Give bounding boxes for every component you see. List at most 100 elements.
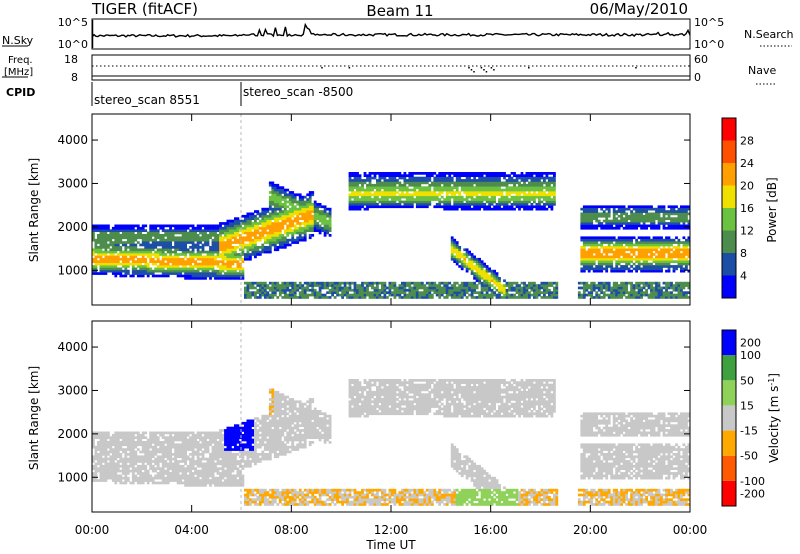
power-cell — [293, 205, 297, 209]
power-cell — [111, 241, 115, 244]
power-cell — [159, 274, 163, 278]
power-cell — [518, 284, 521, 287]
power-cell — [229, 260, 232, 263]
power-cell — [538, 174, 541, 177]
power-cell — [281, 296, 285, 299]
power-cell — [468, 267, 471, 271]
power-cell — [291, 229, 295, 232]
power-cell — [450, 296, 454, 299]
power-cell — [667, 269, 671, 273]
power-cell — [154, 238, 158, 242]
power-cell — [154, 267, 158, 271]
power-cell — [107, 257, 110, 261]
power-cell — [635, 255, 638, 259]
power-cell — [508, 176, 511, 180]
power-cell — [376, 198, 379, 201]
power-cell — [114, 255, 118, 259]
power-cell — [490, 288, 494, 292]
power-cell — [149, 234, 153, 237]
power-cell — [590, 241, 594, 244]
power-cell — [622, 238, 626, 242]
power-cell — [333, 291, 337, 294]
header-date: 06/May/2010 — [590, 0, 688, 18]
power-cell — [533, 195, 536, 199]
power-cell — [134, 262, 138, 266]
power-cell — [645, 293, 648, 297]
power-cell — [276, 191, 280, 194]
power-cell — [480, 291, 484, 294]
power-cell — [615, 281, 619, 285]
power-cell — [241, 269, 245, 273]
power-cell — [311, 291, 315, 294]
power-cell — [585, 224, 589, 228]
power-cell — [273, 286, 277, 290]
power-cell — [413, 291, 417, 294]
power-cell — [209, 231, 212, 235]
power-cell — [652, 238, 656, 242]
power-cell — [465, 207, 469, 211]
power-cell — [239, 269, 242, 273]
power-cell — [490, 277, 494, 280]
power-cell — [373, 203, 377, 206]
power-cell — [540, 296, 544, 299]
power-cell — [520, 291, 524, 294]
power-cell — [645, 269, 648, 273]
power-cell — [460, 288, 464, 292]
power-cell — [131, 267, 135, 271]
power-cell — [391, 291, 394, 294]
power-cell — [545, 291, 549, 294]
power-cell — [276, 222, 280, 225]
power-cell — [371, 203, 374, 206]
power-cell — [528, 183, 531, 187]
power-cell — [645, 210, 648, 213]
power-cell — [495, 293, 499, 297]
power-cell — [104, 257, 108, 261]
power-cell — [281, 291, 285, 294]
power-cell — [550, 291, 554, 294]
power-cell — [647, 286, 651, 290]
power-cell — [348, 296, 352, 299]
power-cell — [443, 207, 447, 211]
power-cell — [301, 229, 305, 232]
nave-dot — [480, 67, 483, 69]
power-cell — [545, 183, 549, 187]
power-cell — [468, 253, 471, 256]
power-cell — [281, 243, 285, 247]
power-cell — [333, 281, 337, 285]
power-cell — [321, 229, 324, 232]
power-cell — [650, 219, 653, 223]
power-cell — [438, 286, 442, 290]
power-cell — [415, 291, 419, 294]
power-cell — [508, 288, 511, 292]
power-cell — [415, 186, 419, 189]
power-cell — [388, 191, 392, 194]
power-cell — [453, 238, 457, 242]
power-cell — [535, 205, 539, 209]
power-cell — [660, 291, 663, 294]
power-cell — [179, 262, 182, 266]
power-cell — [590, 250, 594, 254]
power-cell — [219, 229, 222, 232]
power-cell — [655, 236, 658, 240]
power-cell — [256, 238, 260, 242]
power-cell — [161, 241, 165, 244]
power-cell — [665, 226, 668, 230]
power-cell — [677, 224, 681, 228]
power-cell — [131, 246, 135, 249]
power-cell — [418, 193, 422, 197]
power-cell — [675, 286, 678, 290]
power-cell — [361, 293, 364, 297]
power-cell — [513, 198, 516, 201]
power-cell — [503, 183, 506, 187]
power-cell — [92, 267, 95, 271]
power-cell — [393, 195, 397, 199]
power-cell — [448, 186, 452, 189]
power-cell — [331, 286, 334, 290]
power-cell — [301, 296, 305, 299]
power-cell — [523, 195, 526, 199]
power-cell — [682, 217, 686, 220]
power-cell — [99, 226, 103, 230]
power-cell — [520, 205, 524, 209]
power-cell — [642, 224, 646, 228]
power-cell — [498, 277, 501, 280]
